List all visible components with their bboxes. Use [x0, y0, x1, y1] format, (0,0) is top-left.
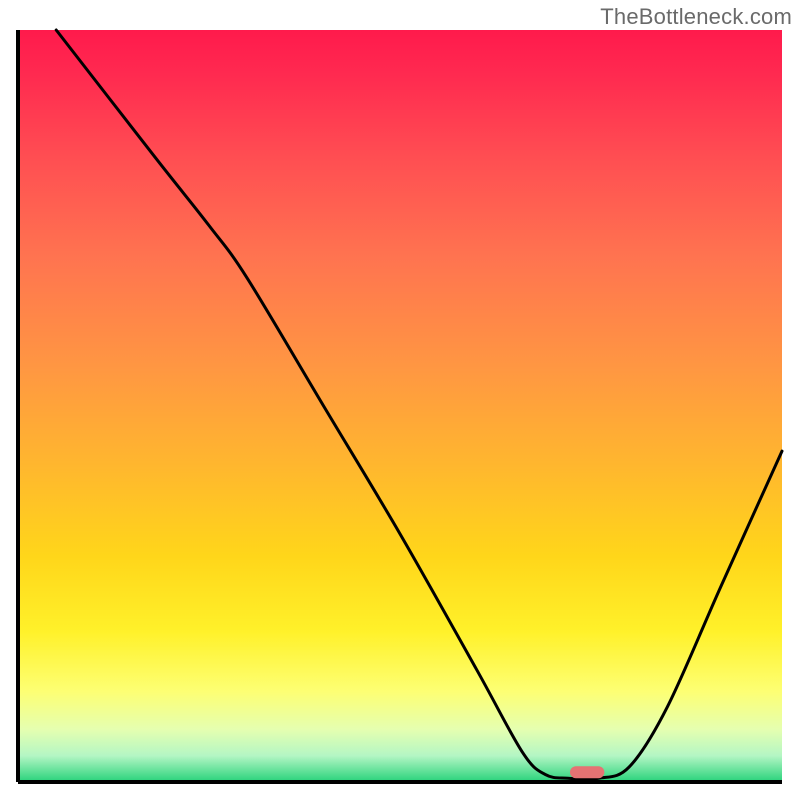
watermark-text: TheBottleneck.com	[600, 4, 792, 30]
plot-area	[18, 30, 782, 782]
gradient-background	[18, 30, 782, 782]
bottleneck-chart: TheBottleneck.com	[0, 0, 800, 800]
chart-canvas	[0, 0, 800, 800]
minimum-marker	[570, 766, 604, 778]
